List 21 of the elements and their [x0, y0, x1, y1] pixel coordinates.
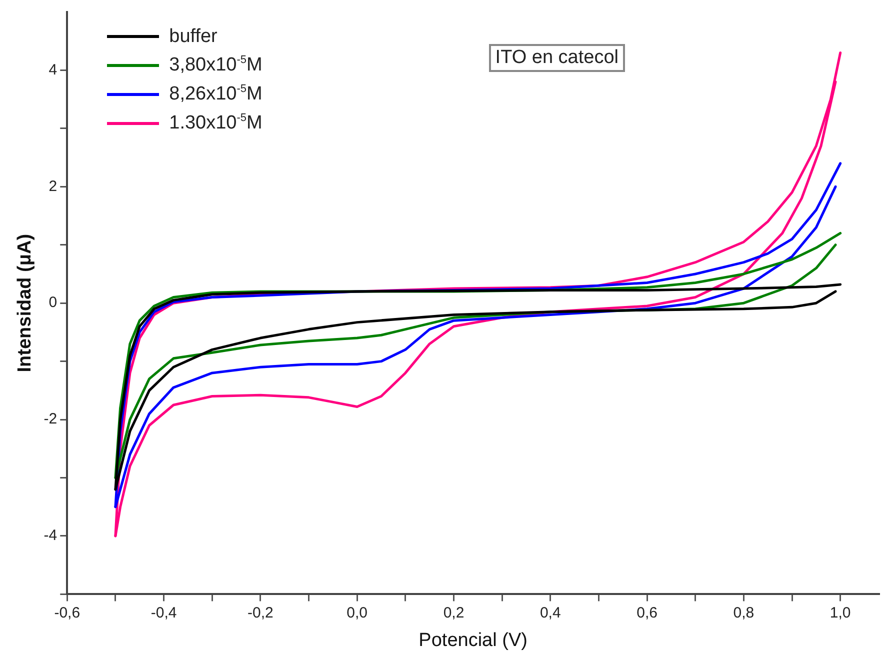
x-tick-label: 0,2 [443, 604, 464, 622]
x-tick-label: -0,4 [150, 604, 177, 622]
y-tick-label: -4 [44, 527, 58, 544]
x-tick-label: 0,8 [733, 604, 754, 622]
x-tick-label: 0,4 [540, 604, 561, 622]
x-tick-label: -0,6 [54, 604, 80, 622]
x-tick-label: 0,6 [636, 604, 658, 622]
legend-label: 8,26x10$^{-5}$M [169, 83, 262, 106]
y-tick-label: -2 [44, 410, 58, 428]
legend-label: 3,80x10$^{-5}$M [169, 54, 262, 77]
y-tick-label: 4 [48, 61, 58, 78]
x-tick-label: 1,0 [830, 604, 851, 622]
x-tick-label: -0,2 [248, 604, 274, 622]
legend-label: buffer [169, 26, 218, 48]
y-tick-label: 0 [48, 294, 58, 312]
y-tick-label: 2 [48, 178, 58, 195]
annotation: ITO en catecol [489, 44, 625, 72]
x-tick-label: 0,0 [346, 604, 368, 622]
y-axis-title: Intensidad (μA) [14, 234, 36, 372]
x-axis-title: Potencial (V) [418, 630, 528, 651]
legend-label: 1.30x10$^{-5}$M [169, 112, 262, 135]
